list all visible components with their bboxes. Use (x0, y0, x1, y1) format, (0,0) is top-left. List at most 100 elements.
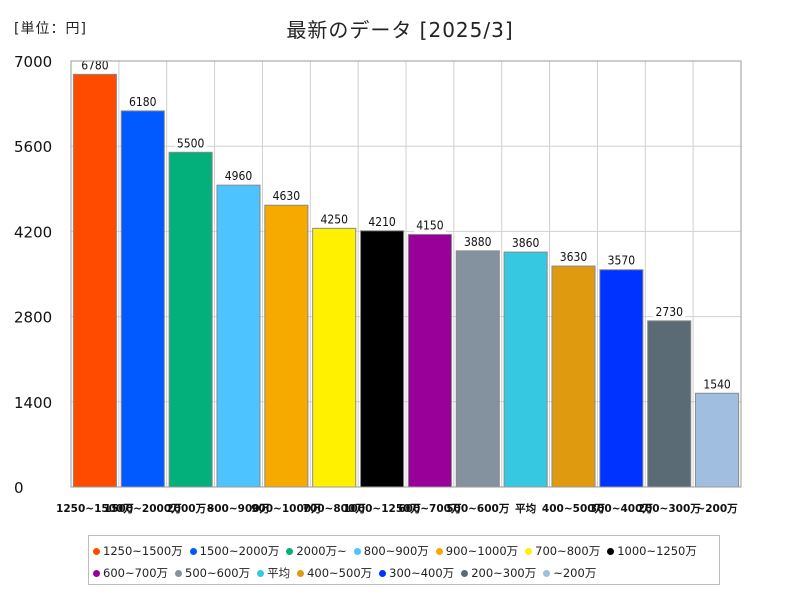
legend-swatch (93, 547, 100, 555)
data-label: 6780 (81, 58, 109, 72)
legend-swatch (189, 547, 197, 555)
x-tick-label: 1000~1250万 (343, 503, 421, 515)
x-tick-label: 800~900万 (207, 503, 271, 515)
data-label-bg (270, 189, 303, 204)
bar (503, 251, 548, 488)
y-tick-label: 4200 (14, 223, 52, 241)
x-tick-label: 平均 (515, 502, 536, 515)
legend-label: 500~600万 (185, 566, 251, 580)
bar (264, 204, 309, 488)
legend-label: 2000万~ (296, 544, 347, 558)
y-tick-label: 1400 (14, 394, 52, 412)
bar (360, 230, 405, 488)
bar (551, 265, 596, 488)
x-tick-label: 1250~1500万 (56, 503, 134, 515)
data-label-bg (557, 250, 590, 265)
x-tick-label: ~200万 (696, 503, 738, 515)
bar (72, 73, 117, 488)
chart-title: 最新のデータ [2025/3] (286, 18, 514, 42)
legend-label: 1250~1500万 (103, 544, 183, 558)
data-label-bg (413, 218, 446, 233)
data-label: 6180 (129, 95, 157, 109)
x-tick-label: 500~600万 (446, 503, 510, 515)
data-label-bg (653, 304, 686, 319)
legend-swatch (379, 569, 387, 577)
x-tick-label: 900~1000万 (251, 503, 322, 515)
legend-item: 平均 (257, 563, 290, 583)
legend-swatch (257, 569, 265, 577)
bar (455, 250, 500, 488)
legend-item: 900~1000万 (435, 541, 519, 561)
data-label: 3630 (560, 250, 588, 264)
data-label-bg (461, 234, 494, 249)
bar (216, 184, 261, 488)
data-label: 4250 (320, 212, 348, 226)
legend-item: 1250~1500万 (93, 541, 183, 561)
x-tick-label: 2000万~ (166, 503, 215, 515)
legend-item: 400~500万 (297, 563, 372, 583)
y-tick-label: 2800 (14, 309, 52, 327)
legend-item: 1000~1250万 (607, 541, 697, 561)
data-label: 4630 (273, 189, 301, 203)
bar (695, 392, 740, 488)
legend-label: 平均 (267, 566, 291, 580)
y-tick-label: 7000 (14, 53, 52, 71)
legend-label: ~200万 (553, 566, 597, 580)
x-tick-label: 700~800万 (303, 503, 367, 515)
x-tick-label: 200~300万 (638, 503, 702, 515)
bar (312, 227, 357, 488)
legend-item: 200~300万 (461, 563, 536, 583)
x-tick-label: 600~700万 (398, 503, 462, 515)
bar (407, 233, 452, 488)
bar (647, 320, 692, 488)
legend-swatch (525, 547, 533, 555)
data-label-bg (78, 58, 111, 73)
legend-swatch (543, 569, 551, 577)
legend-swatch (286, 547, 294, 555)
legend-label: 800~900万 (363, 544, 429, 558)
legend-swatch (353, 547, 361, 555)
legend-swatch (435, 547, 443, 555)
legend-label: 300~400万 (389, 566, 455, 580)
legend-label: 600~700万 (103, 566, 169, 580)
data-label: 4960 (225, 169, 253, 183)
data-label: 3570 (608, 254, 636, 268)
x-tick-label: 400~500万 (542, 503, 606, 515)
legend-swatch (93, 569, 100, 577)
legend-item: 300~400万 (379, 563, 454, 583)
legend-item: 600~700万 (93, 563, 168, 583)
data-label: 1540 (703, 377, 731, 391)
legend-label: 1000~1250万 (617, 544, 697, 558)
data-label: 3860 (512, 236, 540, 250)
data-label-bg (174, 136, 207, 151)
unit-label: [単位：円] (14, 21, 87, 37)
data-label: 3880 (464, 235, 492, 249)
y-tick-label: 5600 (14, 138, 52, 156)
legend-item: 1500~2000万 (189, 541, 280, 561)
data-label-bg (222, 169, 255, 184)
data-label-bg (605, 253, 638, 268)
legend-item: 2000万~ (286, 541, 347, 561)
data-label-bg (701, 377, 734, 392)
data-label: 5500 (177, 136, 205, 150)
legend-swatch (175, 569, 183, 577)
legend-label: 1500~2000万 (199, 544, 280, 558)
legend-label: 200~300万 (471, 566, 537, 580)
data-label: 4210 (368, 215, 396, 229)
chart-legend: 1250~1500万 1500~2000万 2000万~ 800~900万 900~10… (88, 535, 720, 585)
data-label: 2730 (655, 305, 683, 319)
bar (168, 151, 213, 488)
data-label-bg (366, 214, 399, 229)
legend-item: 800~900万 (353, 541, 429, 561)
legend-swatch (607, 547, 615, 555)
y-tick-label: 0 (14, 479, 24, 497)
plot-border (70, 60, 742, 488)
legend-label: 900~1000万 (445, 544, 519, 558)
bar (120, 110, 165, 488)
legend-label: 400~500万 (307, 566, 373, 580)
legend-label: 700~800万 (535, 544, 601, 558)
legend-item: ~200万 (543, 563, 596, 583)
data-label-bg (509, 236, 542, 251)
data-label-bg (318, 212, 351, 227)
